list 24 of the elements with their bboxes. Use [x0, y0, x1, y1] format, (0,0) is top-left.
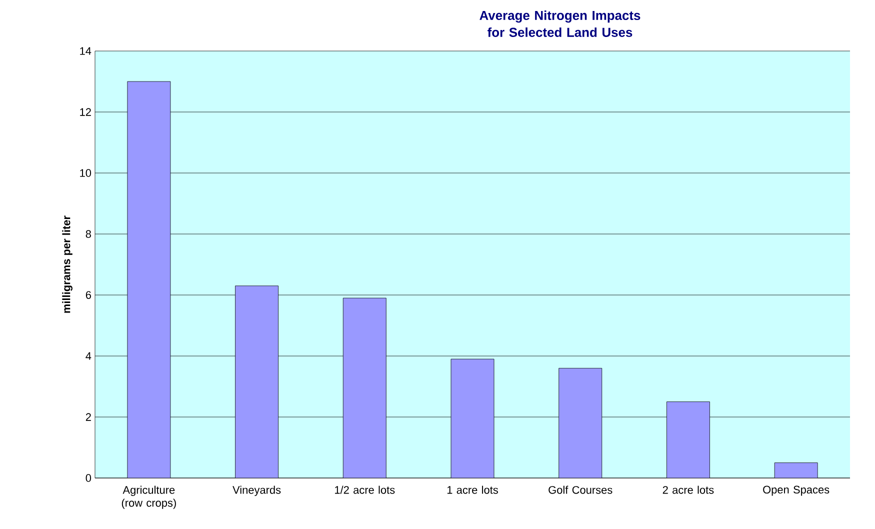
y-tick-label: 4: [86, 352, 92, 360]
bar: [558, 368, 602, 478]
x-tick-label: 1/2 acre lots: [335, 486, 395, 494]
bar: [342, 298, 386, 478]
x-tick-label: Golf Courses: [548, 486, 612, 494]
bar: [450, 358, 494, 478]
bar: [127, 81, 171, 478]
x-tick-label: 2 acre lots: [662, 486, 714, 494]
bar: [235, 286, 278, 478]
y-tick-label: 12: [80, 108, 91, 116]
y-tick-label: 0: [86, 474, 92, 482]
x-tick-label: 1 acre lots: [447, 486, 498, 494]
y-tick-label: 2: [86, 413, 91, 421]
y-axis-title: milligrams per liter: [62, 216, 72, 313]
x-tick-label: Agriculture (row crops): [122, 486, 176, 509]
y-tick-label: 14: [80, 47, 92, 55]
x-tick-label: Open Spaces: [763, 486, 830, 496]
y-tick-label: 8: [86, 230, 91, 238]
chart-title: Average Nitrogen Impacts for Selected Land Uses: [480, 10, 640, 37]
x-tick-label: Vineyards: [232, 486, 281, 496]
bar: [774, 462, 818, 478]
bar: [666, 402, 710, 478]
y-tick-label: 6: [86, 291, 91, 299]
y-tick-label: 10: [80, 169, 92, 177]
